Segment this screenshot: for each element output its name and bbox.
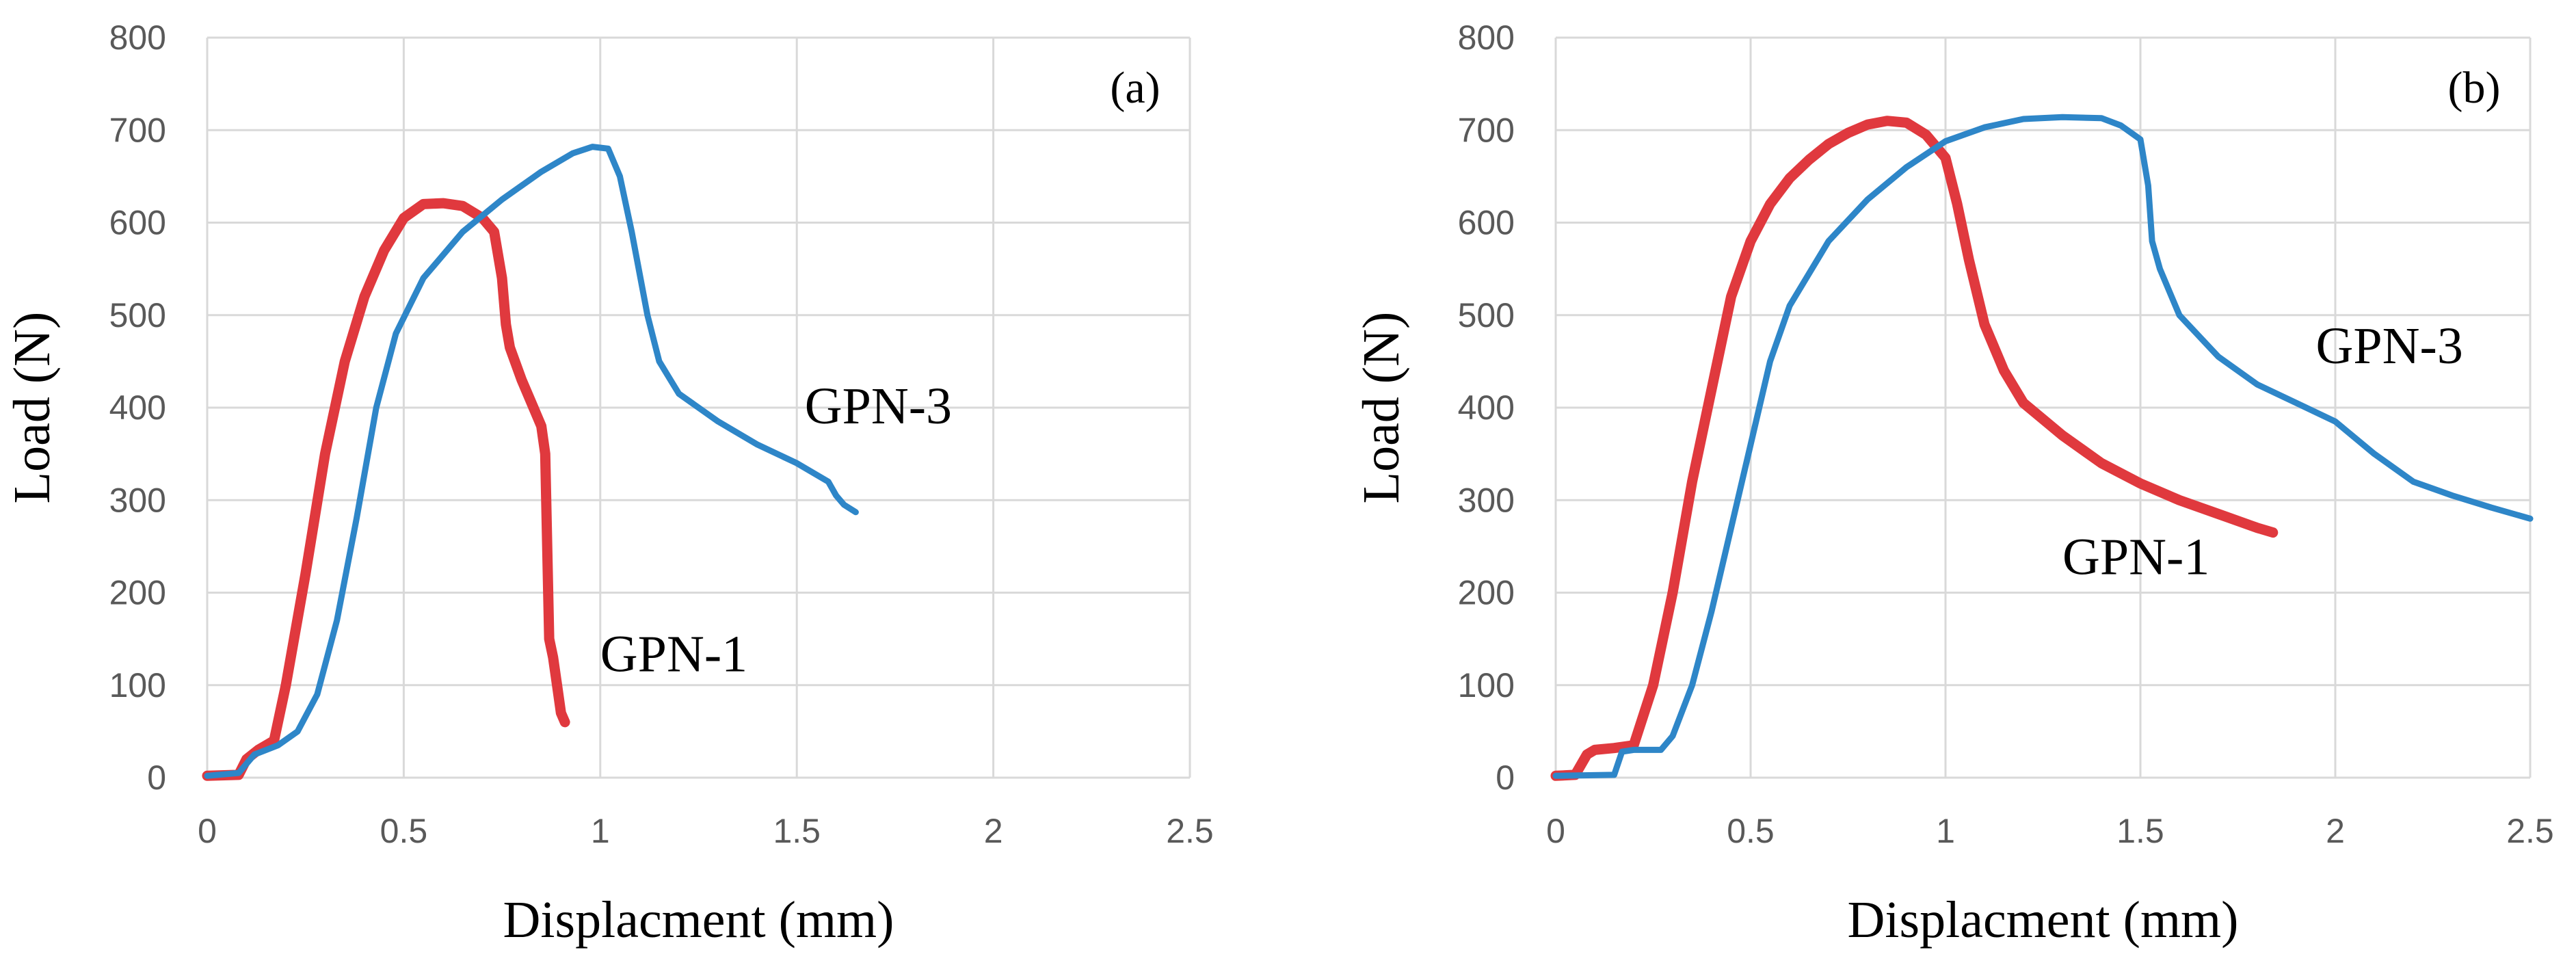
x-tick-label: 2.5: [2506, 812, 2554, 850]
y-tick-label: 800: [109, 18, 166, 57]
panel-label: (b): [2448, 63, 2501, 113]
x-axis-title: Displacment (mm): [503, 891, 894, 949]
series-annotation: GPN-1: [600, 625, 747, 683]
y-tick-label: 700: [1458, 111, 1515, 149]
y-tick-label: 100: [109, 666, 166, 704]
x-tick-label: 2.5: [1166, 812, 1214, 850]
y-tick-label: 200: [1458, 574, 1515, 612]
y-tick-label: 0: [147, 758, 166, 797]
x-tick-label: 1.5: [773, 812, 821, 850]
y-tick-label: 100: [1458, 666, 1515, 704]
x-tick-label: 0: [198, 812, 217, 850]
y-axis-title: Load (N): [1353, 312, 1410, 504]
y-tick-label: 500: [109, 296, 166, 334]
series-line-gpn-1: [1550, 116, 2279, 781]
x-tick-label: 0: [1546, 812, 1565, 850]
y-tick-label: 700: [109, 111, 166, 149]
y-tick-label: 600: [109, 204, 166, 242]
x-tick-label: 0.5: [1727, 812, 1775, 850]
gridlines: [1554, 36, 2532, 779]
y-tick-label: 600: [1458, 204, 1515, 242]
y-tick-label: 0: [1496, 758, 1515, 797]
y-tick-label: 300: [1458, 481, 1515, 519]
series-line-gpn-3: [1552, 114, 2534, 779]
y-tick-label: 800: [1458, 18, 1515, 57]
x-tick-label: 1: [591, 812, 610, 850]
x-tick-label: 0.5: [380, 812, 428, 850]
x-tick-label: 1: [1936, 812, 1955, 850]
panel-label: (a): [1110, 63, 1160, 113]
y-tick-label: 200: [109, 574, 166, 612]
series-annotation: GPN-3: [2316, 317, 2463, 375]
x-tick-label: 2: [2326, 812, 2345, 850]
series-line-gpn-3: [204, 144, 859, 779]
x-tick-label: 1.5: [2116, 812, 2164, 850]
y-tick-label: 500: [1458, 296, 1515, 334]
y-axis-title: Load (N): [3, 312, 61, 504]
series-line-gpn-1: [202, 198, 570, 781]
series-annotation: GPN-3: [805, 378, 952, 435]
chart-panel-a: 0 100 200 300 400 500 600 700 800 0 0.5 1 1.5 2 2.5 Dis…: [3, 18, 1214, 949]
x-axis-title: Displacment (mm): [1848, 891, 2239, 949]
y-tick-label: 400: [109, 388, 166, 427]
x-tick-label: 2: [984, 812, 1003, 850]
series-annotation: GPN-1: [2062, 528, 2209, 585]
y-tick-label: 300: [109, 481, 166, 519]
chart-panel-b: 0 100 200 300 400 500 600 700 800 0 0.5 1 1.5 2 2.5 Dis…: [1353, 18, 2554, 949]
y-tick-label: 400: [1458, 388, 1515, 427]
